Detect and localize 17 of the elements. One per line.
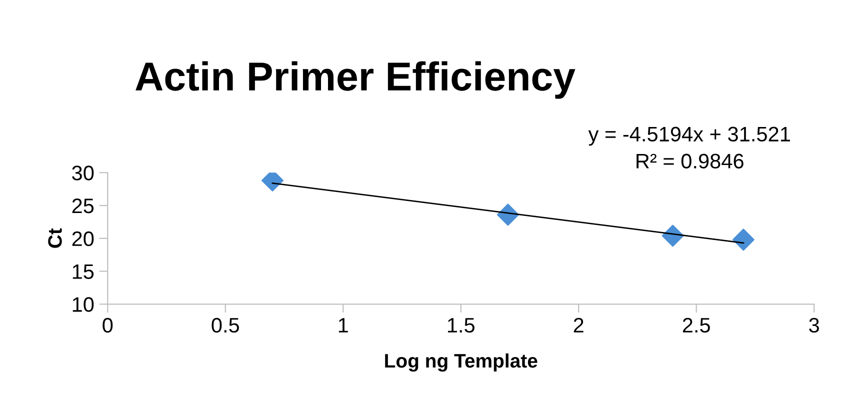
chart-title: Actin Primer Efficiency <box>136 61 576 99</box>
x-tick-label: 2.5 <box>682 318 710 333</box>
x-tick-label: 3 <box>809 318 819 333</box>
x-tick-label: 2 <box>574 318 584 332</box>
x-tick-label: 0.5 <box>212 318 239 333</box>
y-tick-label: 15 <box>72 264 94 280</box>
x-axis-title: Log ng Template <box>385 353 538 372</box>
x-tick-label: 0 <box>102 318 113 333</box>
y-tick-label: 30 <box>72 166 94 180</box>
y-tick-label: 20 <box>72 231 94 246</box>
y-tick-label: 25 <box>72 198 94 214</box>
text: y = -4.5194x + 31.521 R² = 0.9846 <box>588 126 790 168</box>
point <box>732 228 754 251</box>
y-tick-label: 10 <box>72 297 94 312</box>
x-tick-label: 1.5 <box>448 318 474 333</box>
x-tick-label: 1 <box>338 318 348 332</box>
y-axis-title: Ct <box>48 228 62 248</box>
